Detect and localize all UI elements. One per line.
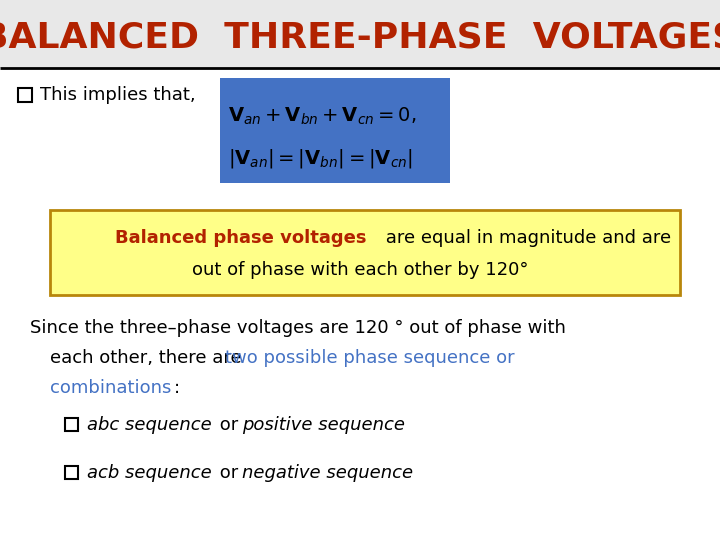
Text: or: or xyxy=(214,464,244,482)
Text: Since the three–phase voltages are 120 ° out of phase with: Since the three–phase voltages are 120 °… xyxy=(30,319,566,337)
Text: each other, there are: each other, there are xyxy=(50,349,248,367)
Text: negative sequence: negative sequence xyxy=(242,464,413,482)
Text: Balanced phase voltages: Balanced phase voltages xyxy=(115,229,366,247)
Text: BALANCED  THREE-PHASE  VOLTAGES: BALANCED THREE-PHASE VOLTAGES xyxy=(0,21,720,55)
Bar xyxy=(65,466,78,479)
Text: two possible phase sequence or: two possible phase sequence or xyxy=(225,349,515,367)
Text: This implies that,: This implies that, xyxy=(40,86,196,104)
Text: positive sequence: positive sequence xyxy=(242,416,405,434)
Bar xyxy=(50,210,680,295)
Text: combinations: combinations xyxy=(50,379,171,397)
Text: $|\mathbf{V}_{an}|=|\mathbf{V}_{bn}|=|\mathbf{V}_{cn}|$: $|\mathbf{V}_{an}|=|\mathbf{V}_{bn}|=|\m… xyxy=(228,146,413,170)
Text: or: or xyxy=(214,416,244,434)
Text: out of phase with each other by 120°: out of phase with each other by 120° xyxy=(192,261,528,279)
Text: acb sequence: acb sequence xyxy=(87,464,212,482)
Text: abc sequence: abc sequence xyxy=(87,416,212,434)
Bar xyxy=(220,78,450,183)
Bar xyxy=(18,88,32,102)
Text: $\mathbf{V}_{an}+\mathbf{V}_{bn}+\mathbf{V}_{cn}=0,$: $\mathbf{V}_{an}+\mathbf{V}_{bn}+\mathbf… xyxy=(228,105,416,127)
Bar xyxy=(65,418,78,431)
Bar xyxy=(0,0,720,68)
Text: :: : xyxy=(174,379,180,397)
Text: are equal in magnitude and are: are equal in magnitude and are xyxy=(380,229,671,247)
